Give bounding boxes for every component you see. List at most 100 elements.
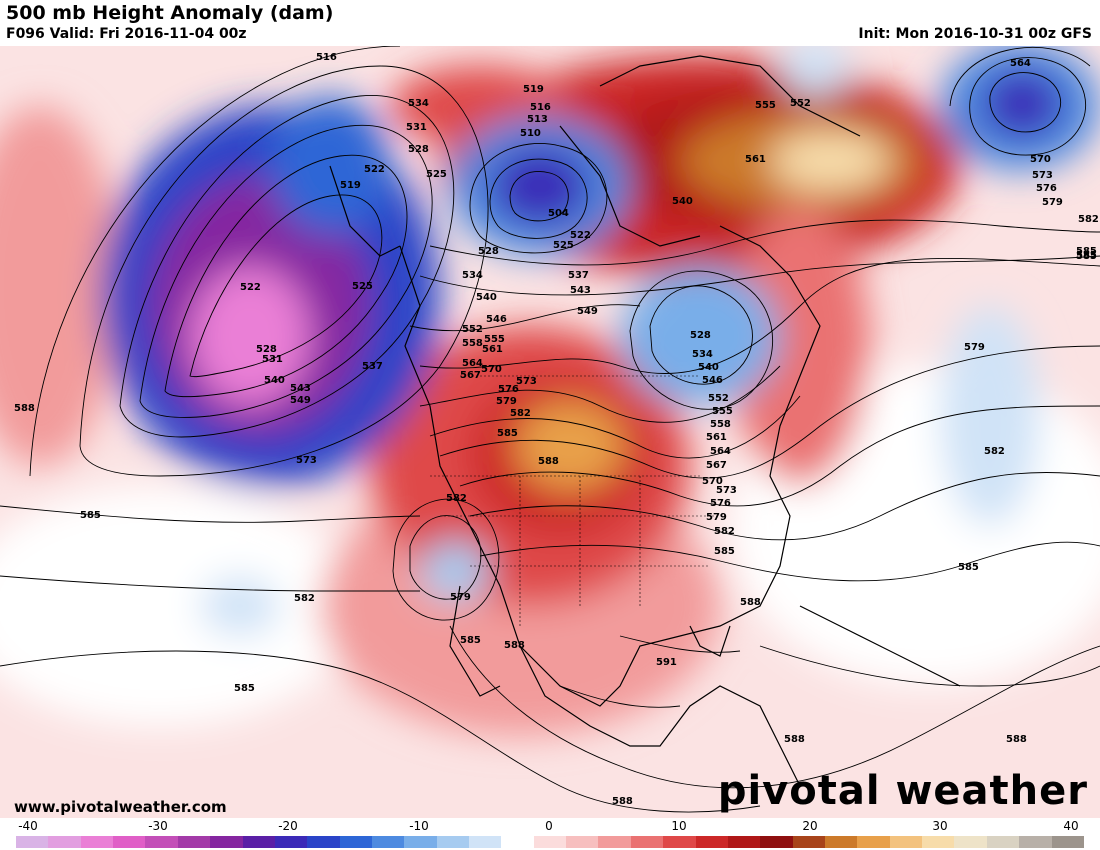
contour-label: 564	[1010, 58, 1031, 69]
contour-label: 582	[1078, 214, 1099, 225]
contour-label: 543	[290, 383, 311, 394]
contour-label: 573	[1032, 170, 1053, 181]
contour-label: 540	[476, 292, 497, 303]
contour-label: 576	[498, 384, 519, 395]
contour-label: 564	[710, 446, 731, 457]
colorbar-swatch	[922, 836, 955, 848]
contour-label: 552	[790, 98, 811, 109]
contour-label: 516	[530, 102, 551, 113]
colorbar-swatch	[824, 836, 858, 848]
colorbar-swatch	[307, 836, 340, 848]
contour-label: 510	[520, 128, 541, 139]
contour-label: 573	[716, 485, 737, 496]
contour-label: 582	[510, 408, 531, 419]
contour-label: 588	[612, 796, 633, 807]
colorbar-swatch	[857, 836, 890, 848]
contour-label: 522	[570, 230, 591, 241]
colorbar-ticks: -40 -30 -20 -10 0 10 20 30 40	[0, 819, 1100, 835]
contour-label: 588	[538, 456, 559, 467]
colorbar-swatch	[242, 836, 275, 848]
contour-label: 585	[1076, 250, 1097, 261]
colorbar-swatch	[533, 836, 567, 848]
contour-label: 591	[656, 657, 677, 668]
state-borders	[430, 375, 720, 626]
colorbar-swatch	[695, 836, 728, 848]
contour-label: 522	[240, 282, 261, 293]
colorbar-swatch	[566, 836, 599, 848]
colorbar-swatch	[1051, 836, 1084, 848]
colorbar-swatch	[80, 836, 114, 848]
contour-label: 579	[706, 512, 727, 523]
contour-label: 525	[426, 169, 447, 180]
colorbar-swatch	[630, 836, 664, 848]
contour-label: 519	[340, 180, 361, 191]
valid-time: F096 Valid: Fri 2016-11-04 00z	[6, 26, 247, 42]
contour-label: 585	[1076, 246, 1097, 257]
contour-label: 588	[1006, 734, 1027, 745]
contour-label: 531	[262, 354, 283, 365]
contour-label: 579	[964, 342, 985, 353]
contour-label: 525	[352, 281, 373, 292]
height-contours	[0, 46, 1100, 813]
contour-label: 549	[290, 395, 311, 406]
contour-label: 558	[710, 419, 731, 430]
contour-label: 588	[14, 403, 35, 414]
contour-label: 582	[714, 526, 735, 537]
colorbar-swatch	[371, 836, 405, 848]
contour-label: 504	[548, 208, 569, 219]
contour-label: 567	[706, 460, 727, 471]
init-time: Init: Mon 2016-10-31 00z GFS	[858, 26, 1092, 42]
colorbar-swatch	[663, 836, 696, 848]
contour-label: 588	[784, 734, 805, 745]
map-canvas: 516 534 519 516 513 510 531 528 522 525 …	[0, 46, 1100, 818]
contour-label: 570	[702, 476, 723, 487]
colorbar-swatch	[339, 836, 372, 848]
contour-label: 585	[80, 510, 101, 521]
contour-label: 561	[745, 154, 766, 165]
contour-label: 552	[462, 324, 483, 335]
contour-label: 582	[984, 446, 1005, 457]
colorbar-swatch	[210, 836, 243, 848]
map-title: 500 mb Height Anomaly (dam)	[6, 2, 334, 24]
contour-label: 573	[296, 455, 317, 466]
colorbar-tick: 30	[932, 819, 948, 833]
contour-label: 534	[692, 349, 713, 360]
colorbar-tick: 10	[671, 819, 687, 833]
contour-label: 579	[496, 396, 517, 407]
contour-label: 528	[690, 330, 711, 341]
colorbar-tick: -20	[278, 819, 298, 833]
colorbar-swatch	[760, 836, 793, 848]
colorbar-tick: -40	[18, 819, 38, 833]
contour-label: 534	[408, 98, 429, 109]
colorbar-swatch	[792, 836, 825, 848]
website-label: www.pivotalweather.com	[14, 798, 227, 816]
contour-label: 525	[553, 240, 574, 251]
contour-label: 537	[568, 270, 589, 281]
contour-label: 522	[364, 164, 385, 175]
contour-label: 576	[1036, 183, 1057, 194]
colorbar-swatch	[954, 836, 987, 848]
contour-label: 516	[316, 52, 337, 63]
contour-label: 567	[460, 370, 481, 381]
contour-label: 549	[577, 306, 598, 317]
colorbar-swatch	[727, 836, 761, 848]
colorbar: -40 -30 -20 -10 0 10 20 30 40	[0, 818, 1100, 850]
height-anomaly-map[interactable]: 516 534 519 516 513 510 531 528 522 525 …	[0, 46, 1100, 818]
brand-logo: pivotal weather	[717, 768, 1088, 814]
contour-label: 555	[755, 100, 776, 111]
contour-label: 576	[710, 498, 731, 509]
colorbar-swatch	[889, 836, 923, 848]
colorbar-swatch	[469, 836, 502, 848]
contour-label: 585	[1076, 251, 1097, 262]
colorbar-swatch	[48, 836, 81, 848]
colorbar-swatch	[113, 836, 146, 848]
colorbar-strip	[16, 836, 1084, 848]
contour-label: 585	[234, 683, 255, 694]
contour-label: 543	[570, 285, 591, 296]
colorbar-tick: 40	[1063, 819, 1079, 833]
contour-label: 564	[462, 358, 483, 369]
colorbar-swatch	[177, 836, 211, 848]
colorbar-swatch	[598, 836, 631, 848]
contour-label: 540	[698, 362, 719, 373]
contour-label: 588	[504, 640, 525, 651]
